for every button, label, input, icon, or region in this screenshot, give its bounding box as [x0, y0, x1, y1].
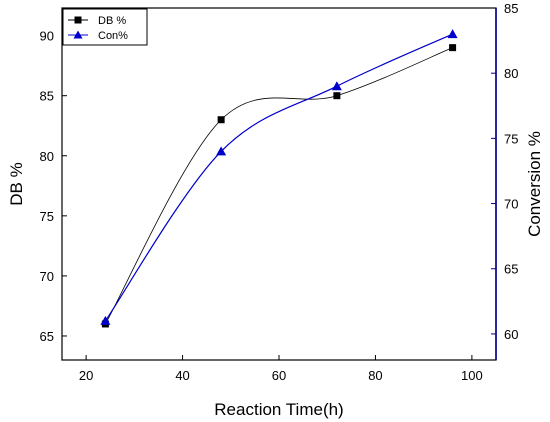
- x-tick-label-2: 60: [272, 368, 286, 383]
- db-point-2: [333, 92, 341, 100]
- con-point-2: [331, 81, 342, 91]
- y-right-tick-label-4: 80: [504, 66, 518, 81]
- x-tick-label-0: 20: [79, 368, 93, 383]
- legend-box: [62, 8, 148, 46]
- con-point-3: [447, 29, 458, 39]
- x-tick-label-3: 80: [368, 368, 382, 383]
- con-point-0: [100, 315, 111, 325]
- y-axis-right-label: Conversion %: [525, 131, 544, 237]
- ticks-layer: 20 40 60 80 100 65 70 75 80 85 90 60 65 70 75 80 85: [40, 1, 519, 383]
- y-right-tick-label-2: 70: [504, 197, 518, 212]
- y-tick-label-5: 90: [40, 29, 54, 44]
- y-right-tick-label-0: 60: [504, 327, 518, 342]
- y-tick-label-1: 70: [40, 269, 54, 284]
- y-tick-label-2: 75: [40, 209, 54, 224]
- curves-layer: [104, 33, 453, 325]
- db-point-1: [217, 116, 225, 124]
- y-right-tick-label-5: 85: [504, 1, 518, 16]
- x-tick-label-1: 40: [175, 368, 189, 383]
- con-series-line: [104, 33, 453, 322]
- db-series-line: [105, 47, 453, 325]
- x-axis-label: Reaction Time(h): [214, 400, 343, 419]
- db-point-3: [449, 44, 457, 52]
- x-tick-label-4: 100: [461, 368, 483, 383]
- markers-layer: [100, 29, 458, 328]
- y-axis-label: DB %: [7, 162, 26, 205]
- legend: DB % Con%: [62, 8, 148, 46]
- con-point-1: [216, 146, 227, 156]
- y-right-tick-label-3: 75: [504, 131, 518, 146]
- plot-frame-left: [61, 7, 497, 361]
- y-right-tick-label-1: 65: [504, 262, 518, 277]
- legend-con-marker: [73, 30, 83, 39]
- legend-db-marker: [74, 16, 82, 24]
- y-tick-label-3: 80: [40, 149, 54, 164]
- y-tick-label-4: 85: [40, 89, 54, 104]
- legend-con-label: Con%: [98, 30, 128, 42]
- legend-db-label: DB %: [98, 15, 126, 27]
- y-tick-label-0: 65: [40, 329, 54, 344]
